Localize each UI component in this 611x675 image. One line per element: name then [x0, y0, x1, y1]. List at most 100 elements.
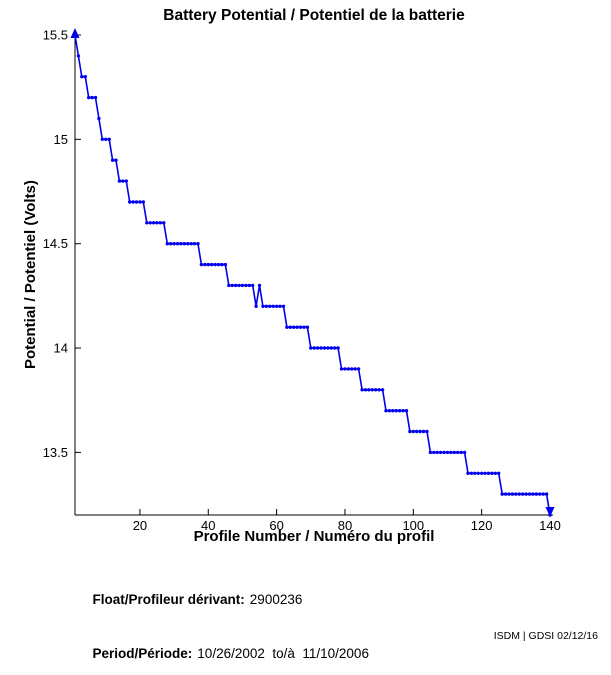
data-point — [128, 200, 132, 204]
data-point — [186, 242, 190, 246]
data-point — [514, 492, 518, 496]
data-point — [445, 450, 450, 455]
data-point — [274, 304, 279, 308]
data-point — [462, 450, 467, 455]
data-point — [83, 75, 88, 79]
data-point — [148, 221, 152, 225]
data-point — [544, 492, 549, 496]
y-tick-label: 14.5 — [43, 236, 68, 251]
y-tick-label: 13.5 — [43, 445, 68, 460]
data-point — [199, 262, 204, 267]
data-point — [534, 492, 538, 496]
data-point — [517, 492, 521, 496]
data-point — [507, 492, 511, 496]
data-point — [155, 221, 159, 225]
data-point — [247, 283, 251, 288]
x-tick-label: 100 — [402, 518, 424, 533]
data-point — [524, 492, 528, 496]
data-point — [213, 262, 217, 267]
data-point — [466, 471, 470, 475]
data-point — [90, 95, 94, 100]
data-point — [350, 367, 354, 371]
data-point — [432, 450, 436, 455]
x-tick-label: 40 — [201, 518, 215, 533]
data-point — [100, 137, 105, 141]
data-point — [442, 450, 446, 455]
float-id-line: Float/Profileur dérivant: 2900236 — [70, 577, 369, 622]
data-point — [87, 95, 91, 100]
data-point — [281, 304, 286, 308]
data-point — [179, 242, 183, 246]
data-point — [380, 388, 385, 392]
data-point — [223, 262, 228, 267]
x-tick-label: 20 — [133, 518, 147, 533]
data-point — [117, 179, 122, 183]
data-point — [264, 304, 269, 308]
data-point — [531, 492, 535, 496]
data-point — [298, 325, 303, 329]
x-tick-label: 80 — [338, 518, 352, 533]
data-point — [418, 429, 422, 434]
data-point — [192, 242, 197, 246]
data-point — [315, 346, 320, 350]
end-clip-down-arrow-icon — [545, 507, 555, 517]
data-point — [319, 346, 323, 350]
data-point — [421, 429, 426, 434]
data-point — [182, 242, 187, 246]
data-point — [220, 262, 224, 267]
data-point — [483, 471, 487, 475]
data-point — [93, 95, 98, 100]
data-point — [216, 262, 221, 267]
data-point — [425, 429, 429, 434]
data-point — [305, 325, 310, 329]
data-point — [292, 325, 296, 329]
data-point — [104, 137, 108, 141]
data-point — [271, 304, 275, 308]
data-point — [210, 262, 214, 267]
plot-canvas: 20 40 60 80 100 120 140 13.5 14 14.5 15 15.5 — [43, 28, 561, 534]
float-id-value: 2900236 — [249, 592, 303, 607]
x-tick-label: 60 — [269, 518, 283, 533]
data-point — [438, 450, 443, 455]
data-point — [121, 179, 125, 183]
data-point — [387, 409, 392, 413]
data-point — [404, 409, 409, 413]
data-point — [124, 179, 128, 183]
data-point — [175, 242, 180, 246]
data-point — [80, 75, 84, 79]
data-point — [326, 346, 330, 350]
data-point — [346, 367, 351, 371]
data-point — [339, 367, 344, 371]
data-point — [203, 262, 207, 267]
data-point — [486, 471, 491, 475]
data-point — [497, 471, 501, 475]
data-point — [196, 242, 200, 246]
data-point — [360, 388, 364, 392]
data-point — [333, 346, 337, 350]
data-point — [329, 346, 333, 350]
data-point — [206, 262, 210, 267]
data-point — [257, 283, 262, 288]
data-point — [476, 471, 480, 475]
y-tick-label: 14 — [54, 341, 68, 356]
data-point — [510, 492, 515, 496]
data-point — [367, 388, 371, 392]
data-point — [374, 388, 378, 392]
data-point — [169, 242, 173, 246]
data-point — [503, 492, 508, 496]
data-point — [189, 242, 193, 246]
data-point — [165, 242, 169, 246]
data-point — [237, 283, 241, 288]
data-point — [394, 409, 398, 413]
period-label: Period/Période: — [92, 646, 193, 661]
data-point — [244, 283, 248, 288]
y-tick-label: 15.5 — [43, 28, 68, 43]
x-tick-label: 120 — [471, 518, 493, 533]
data-point — [141, 200, 145, 204]
data-point — [343, 367, 347, 371]
data-point — [162, 221, 166, 225]
isdm-credit-stamp: ISDM | GDSI 02/12/16 — [493, 630, 598, 642]
data-point — [336, 346, 340, 350]
data-point — [114, 158, 118, 162]
